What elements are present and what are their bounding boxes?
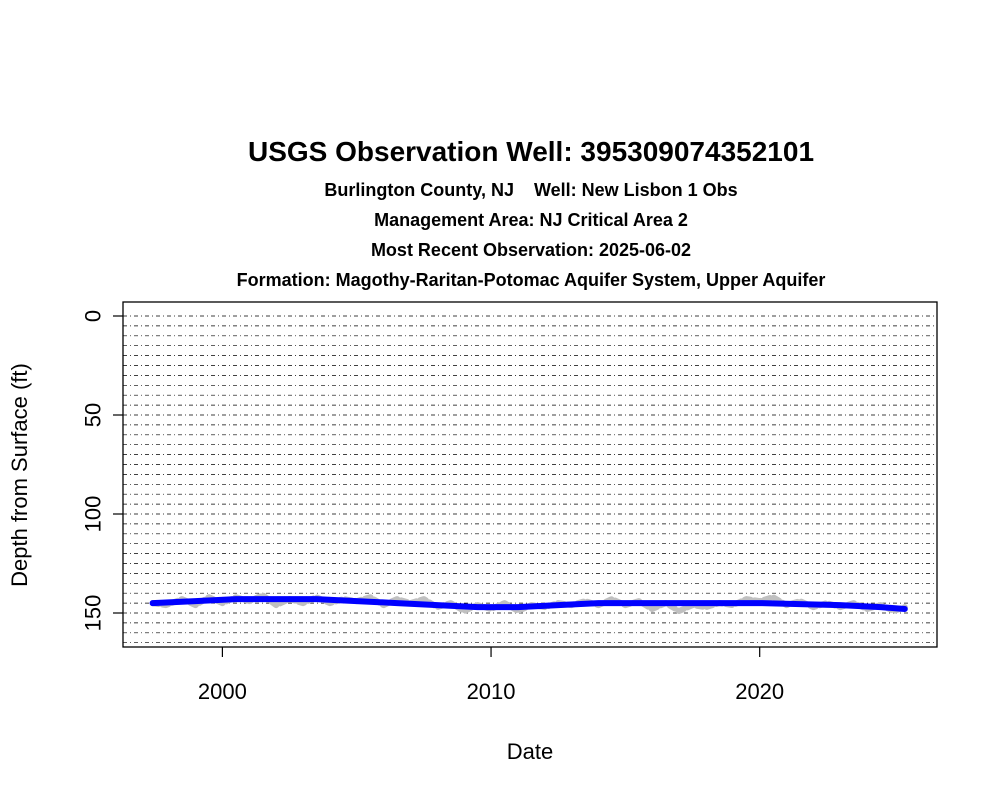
chart-subtitle-formation: Formation: Magothy-Raritan-Potomac Aquif… <box>236 270 826 290</box>
x-tick-label: 2020 <box>735 679 784 704</box>
x-axis-label: Date <box>506 739 554 764</box>
chart-subtitle-recent: Most Recent Observation: 2025-06-02 <box>370 240 692 260</box>
series-layer <box>149 592 908 614</box>
y-tick-label: 150 <box>81 595 106 632</box>
y-tick-label: 50 <box>81 403 106 427</box>
axes: 2000 2010 2020 0 50 100 150 <box>81 310 785 704</box>
y-tick-label: 0 <box>81 310 106 322</box>
chart-subtitle-management: Management Area: NJ Critical Area 2 <box>374 210 688 230</box>
x-tick-label: 2000 <box>198 679 247 704</box>
x-tick-label: 2010 <box>467 679 516 704</box>
grid-lines <box>123 315 937 644</box>
plot-frame <box>122 301 938 648</box>
series-smoothed-line <box>149 596 908 612</box>
y-axis-label: Depth from Surface (ft) <box>7 363 32 587</box>
chart-title: USGS Observation Well: 395309074352101 <box>247 136 815 167</box>
chart-subtitle-county: Burlington County, NJ Well: New Lisbon 1… <box>324 180 738 200</box>
y-tick-label: 100 <box>81 496 106 533</box>
